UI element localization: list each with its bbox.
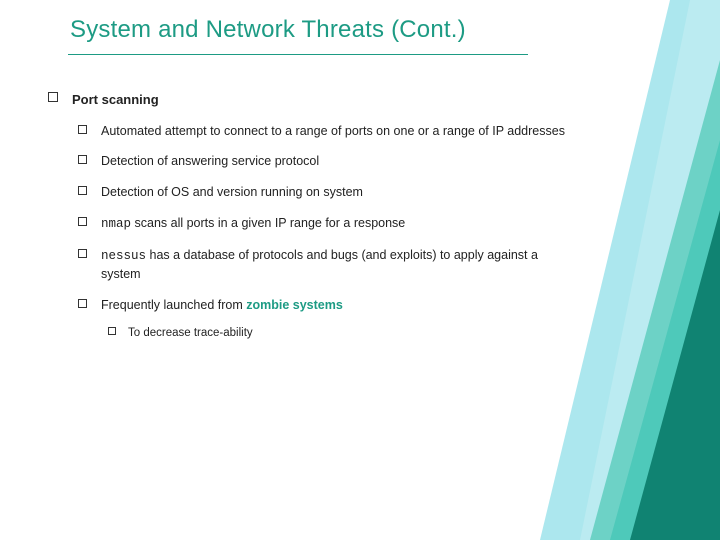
level1-heading: Port scanning [72, 90, 159, 110]
level2-text: Detection of OS and version running on s… [101, 183, 568, 202]
bullet-box-icon [78, 125, 87, 134]
level2-text: nmap scans all ports in a given IP range… [101, 214, 568, 234]
level2-text: nessus has a database of protocols and b… [101, 246, 568, 285]
level3-list: To decrease trace-ability [108, 325, 568, 342]
code-span: nmap [101, 217, 131, 231]
bullet-box-icon [78, 186, 87, 195]
level1-item: Port scanning [48, 90, 568, 110]
text-span: has a database of protocols and bugs (an… [101, 248, 538, 282]
level2-list: Automated attempt to connect to a range … [78, 122, 568, 343]
level2-item: Frequently launched from zombie systems … [78, 296, 568, 342]
level3-item: To decrease trace-ability [108, 325, 568, 342]
emphasis-span: zombie systems [246, 298, 343, 312]
level3-text: To decrease trace-ability [128, 325, 568, 342]
bullet-box-icon [78, 217, 87, 226]
level2-item: nmap scans all ports in a given IP range… [78, 214, 568, 234]
bullet-box-icon [78, 299, 87, 308]
title-underline [68, 54, 528, 55]
level2-item: Detection of OS and version running on s… [78, 183, 568, 202]
bullet-box-icon [48, 92, 58, 102]
level2-item: Detection of answering service protocol [78, 152, 568, 171]
bullet-box-icon [108, 327, 116, 335]
slide-title: System and Network Threats (Cont.) [70, 16, 466, 44]
level2-text: Automated attempt to connect to a range … [101, 122, 568, 141]
level2-text: Detection of answering service protocol [101, 152, 568, 171]
content-area: Port scanning Automated attempt to conne… [48, 90, 568, 354]
code-span: nessus [101, 249, 146, 263]
text-span: scans all ports in a given IP range for … [131, 216, 405, 230]
level2-item: nessus has a database of protocols and b… [78, 246, 568, 285]
level2-item: Automated attempt to connect to a range … [78, 122, 568, 141]
bullet-box-icon [78, 155, 87, 164]
slide: System and Network Threats (Cont.) Port … [0, 0, 720, 540]
bullet-box-icon [78, 249, 87, 258]
text-span: Frequently launched from [101, 298, 246, 312]
level2-text: Frequently launched from zombie systems [101, 296, 568, 315]
